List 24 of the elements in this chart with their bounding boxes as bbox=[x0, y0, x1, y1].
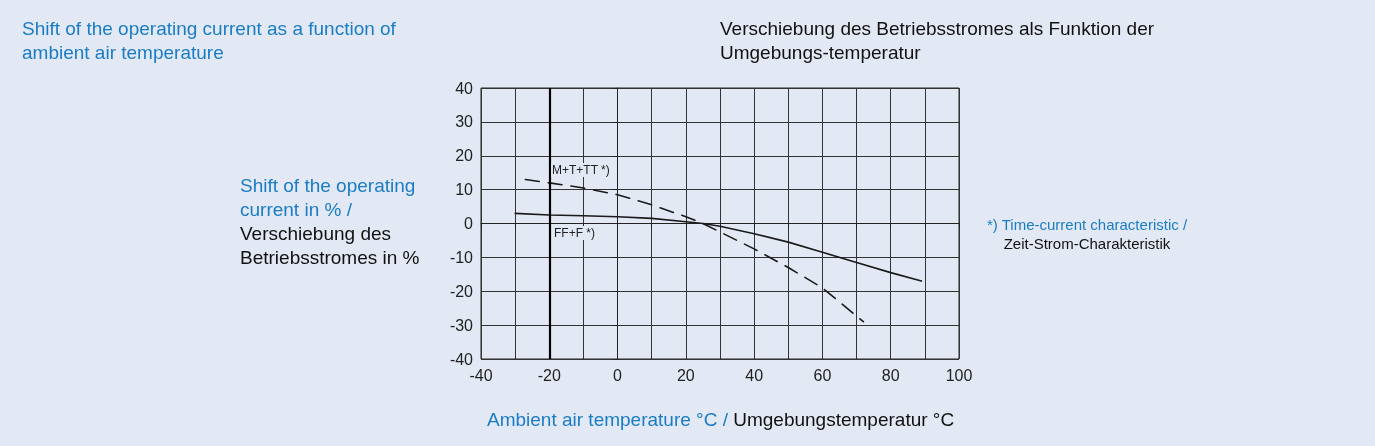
y-tick-label: -30 bbox=[449, 316, 474, 334]
text: *) Time-current characteristic / Zeit-Strom-Charakteristik bbox=[987, 216, 1188, 252]
y-tick-label: 20 bbox=[455, 147, 474, 165]
y-tick-label: 0 bbox=[464, 215, 474, 232]
y-tick-label: 10 bbox=[455, 181, 474, 199]
x-tick-label: 0 bbox=[613, 366, 623, 384]
y-axis-title: Shift of the operating current in % / Verschiebung des Betriebsstromes in % bbox=[240, 174, 421, 268]
y-tick-label: -40 bbox=[449, 350, 474, 368]
y-tick-label: 40 bbox=[455, 79, 474, 97]
x-axis-title: Ambient air temperature °C / Umgebungstemperatur °C bbox=[487, 409, 955, 430]
x-tick-label: 80 bbox=[881, 366, 900, 384]
chart-subtitle: Verschiebung des Betriebsstromes als Funktion der Umgebungs-temperatur bbox=[720, 17, 1160, 63]
text: Shift of the operating current as a function of ambient air temperature bbox=[22, 17, 402, 63]
x-tick-label: 100 bbox=[945, 366, 973, 384]
x-tick-label: -40 bbox=[469, 366, 493, 384]
x-tick-label: 40 bbox=[745, 366, 764, 384]
annotation: FF+F *) bbox=[554, 226, 595, 240]
y-tick-label: -20 bbox=[449, 282, 474, 300]
y-tick-label: 30 bbox=[455, 113, 474, 131]
x-tick-label: 60 bbox=[813, 366, 832, 384]
annotation: M+T+TT *) bbox=[552, 163, 610, 177]
x-tick-label: -20 bbox=[537, 366, 561, 384]
x-tick-label: 20 bbox=[676, 366, 695, 384]
y-tick-label: -10 bbox=[449, 248, 474, 266]
